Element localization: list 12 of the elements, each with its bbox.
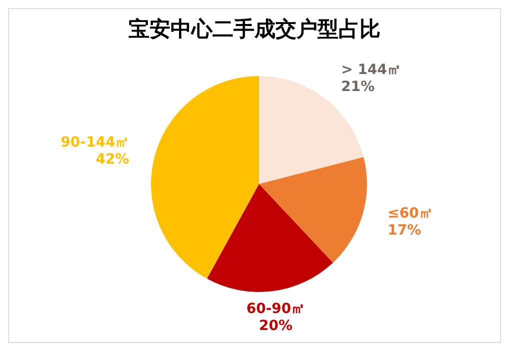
slice-label: 90-144㎡ [60, 134, 130, 151]
pie-slice [151, 76, 259, 279]
slice-label: > 144㎡ [341, 62, 401, 78]
data-label: 21% [341, 79, 375, 96]
data-label: 17% [388, 222, 422, 238]
data-label: 42% [96, 152, 130, 168]
data-label: 20% [259, 318, 293, 334]
slice-label: ≤60㎡ [388, 205, 433, 222]
slice-label: 60-90㎡ [246, 300, 306, 317]
pie-slice [259, 157, 367, 263]
pie-slice [206, 184, 333, 292]
chart-title: 宝安中心二手成交户型占比 [128, 16, 382, 41]
